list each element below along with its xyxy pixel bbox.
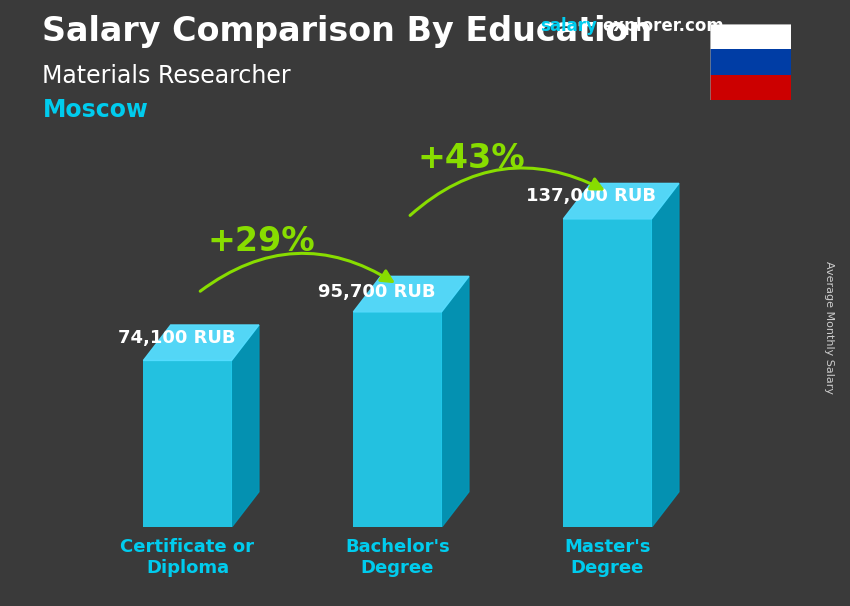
Text: Moscow: Moscow [42,98,149,122]
Text: Materials Researcher: Materials Researcher [42,64,291,88]
Text: explorer.com: explorer.com [602,17,723,35]
Text: Average Monthly Salary: Average Monthly Salary [824,261,834,394]
Polygon shape [144,325,259,361]
Text: 137,000 RUB: 137,000 RUB [525,187,655,205]
Bar [354,312,442,527]
Polygon shape [442,276,469,527]
Bar [710,50,791,75]
Bar [710,75,791,100]
Text: +29%: +29% [207,225,314,258]
Text: 95,700 RUB: 95,700 RUB [318,282,435,301]
Polygon shape [652,184,679,527]
Bar [710,24,791,50]
Polygon shape [564,184,679,219]
Polygon shape [354,276,469,312]
Bar [564,219,652,527]
Polygon shape [231,325,259,527]
Text: 74,100 RUB: 74,100 RUB [118,329,235,347]
Text: salary: salary [540,17,597,35]
Bar [144,361,231,527]
Text: +43%: +43% [417,142,524,175]
Text: Salary Comparison By Education: Salary Comparison By Education [42,15,653,48]
